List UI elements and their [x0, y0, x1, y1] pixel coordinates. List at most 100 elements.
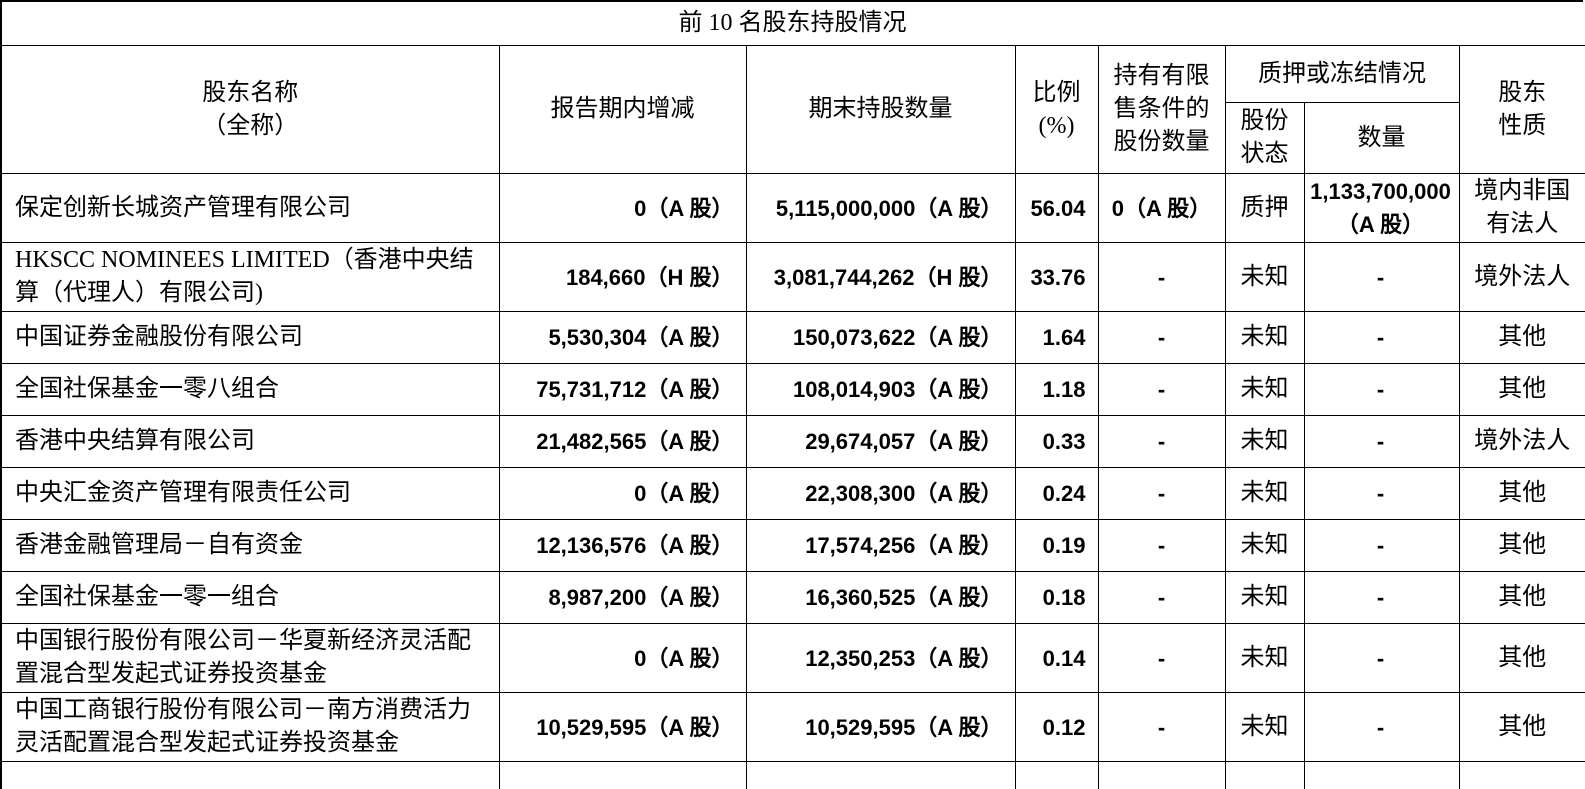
cell-change: 0（A 股） [498, 173, 747, 243]
header-shareholder-name: 股东名称 （全称） [0, 45, 500, 174]
cell-nature: 其他 [1458, 311, 1585, 364]
cell-pledge-qty: - [1303, 415, 1460, 468]
cell-restricted: - [1097, 571, 1226, 624]
cell-empty [1303, 761, 1460, 789]
table-row: HKSCC NOMINEES LIMITED（香港中央结算（代理人）有限公司) 1… [0, 242, 1585, 312]
cell-status: 未知 [1224, 519, 1305, 572]
cell-status: 未知 [1224, 692, 1305, 762]
cell-pledge-qty: - [1303, 623, 1460, 693]
cell-name: 中国银行股份有限公司－华夏新经济灵活配置混合型发起式证券投资基金 [0, 623, 500, 693]
header-line: (%) [1038, 112, 1075, 139]
cell-change: 8,987,200（A 股） [498, 571, 747, 624]
cell-restricted: - [1097, 467, 1226, 520]
cell-end-shares: 10,529,595（A 股） [745, 692, 1016, 762]
cell-ratio: 0.33 [1014, 415, 1099, 468]
cell-change: 184,660（H 股） [498, 242, 747, 312]
table-row: 中国银行股份有限公司－华夏新经济灵活配置混合型发起式证券投资基金 0（A 股） 12… [0, 623, 1585, 693]
cell-name: 中央汇金资产管理有限责任公司 [0, 467, 500, 520]
cell-pledge-qty: - [1303, 571, 1460, 624]
header-pledge-quantity: 数量 [1303, 102, 1460, 174]
cell-name: 全国社保基金一零一组合 [0, 571, 500, 624]
table-row: 香港金融管理局－自有资金 12,136,576（A 股） 17,574,256（A … [0, 519, 1585, 572]
cell-ratio: 33.76 [1014, 242, 1099, 312]
cell-change: 0（A 股） [498, 623, 747, 693]
cell-nature: 境外法人 [1458, 415, 1585, 468]
table-row: 中央汇金资产管理有限责任公司 0（A 股） 22,308,300（A 股） 0.24-… [0, 467, 1585, 520]
cell-ratio: 0.24 [1014, 467, 1099, 520]
cell-restricted: - [1097, 242, 1226, 312]
header-end-shares: 期末持股数量 [745, 45, 1016, 174]
header-pledge-freeze-group: 质押或冻结情况 [1224, 45, 1460, 103]
header-line: 性质 [1498, 112, 1547, 139]
header-shareholder-nature: 股东 性质 [1458, 45, 1585, 174]
cell-restricted: 0（A 股） [1097, 173, 1226, 243]
cell-pledge-qty: - [1303, 692, 1460, 762]
table-row: 全国社保基金一零一组合 8,987,200（A 股） 16,360,525（A 股）… [0, 571, 1585, 624]
cell-pledge-qty: - [1303, 242, 1460, 312]
cell-change: 12,136,576（A 股） [498, 519, 747, 572]
cell-restricted: - [1097, 519, 1226, 572]
cell-change: 21,482,565（A 股） [498, 415, 747, 468]
cell-end-shares: 17,574,256（A 股） [745, 519, 1016, 572]
cell-restricted: - [1097, 692, 1226, 762]
cell-nature: 其他 [1458, 571, 1585, 624]
header-line: 股份数量 [1113, 129, 1210, 155]
cell-ratio: 0.14 [1014, 623, 1099, 693]
cell-ratio: 1.18 [1014, 363, 1099, 416]
cell-status: 未知 [1224, 363, 1305, 416]
header-line: 股份 [1240, 108, 1289, 134]
cell-name: 香港中央结算有限公司 [0, 415, 500, 468]
cell-empty [1014, 761, 1099, 789]
header-line: 比例 [1032, 79, 1081, 106]
cell-pledge-qty: - [1303, 311, 1460, 364]
cell-end-shares: 150,073,622（A 股） [745, 311, 1016, 364]
cell-name: HKSCC NOMINEES LIMITED（香港中央结算（代理人）有限公司) [0, 242, 500, 312]
cell-ratio: 56.04 [1014, 173, 1099, 243]
cell-change: 5,530,304（A 股） [498, 311, 747, 364]
header-line: （全称） [202, 112, 299, 139]
cell-nature: 其他 [1458, 467, 1585, 520]
cell-end-shares: 108,014,903（A 股） [745, 363, 1016, 416]
cell-name: 保定创新长城资产管理有限公司 [0, 173, 500, 243]
cell-ratio: 0.12 [1014, 692, 1099, 762]
cell-status: 未知 [1224, 415, 1305, 468]
cell-name: 中国工商银行股份有限公司－南方消费活力灵活配置混合型发起式证券投资基金 [0, 692, 500, 762]
cell-status: 未知 [1224, 571, 1305, 624]
table-row: 中国证券金融股份有限公司 5,530,304（A 股） 150,073,622（A … [0, 311, 1585, 364]
cell-ratio: 0.19 [1014, 519, 1099, 572]
table-row: 全国社保基金一零八组合 75,731,712（A 股） 108,014,903（A … [0, 363, 1585, 416]
cell-ratio: 0.18 [1014, 571, 1099, 624]
cell-empty [745, 761, 1016, 789]
header-share-status: 股份 状态 [1224, 102, 1305, 174]
cell-pledge-qty: - [1303, 519, 1460, 572]
cell-empty [498, 761, 747, 789]
cell-end-shares: 5,115,000,000（A 股） [745, 173, 1016, 243]
table-row-partial [0, 761, 1585, 789]
cell-end-shares: 12,350,253（A 股） [745, 623, 1016, 693]
cell-pledge-qty: - [1303, 467, 1460, 520]
cell-change: 10,529,595（A 股） [498, 692, 747, 762]
cell-restricted: - [1097, 311, 1226, 364]
cell-pledge-qty: 1,133,700,000 （A 股） [1303, 173, 1460, 243]
cell-nature: 其他 [1458, 519, 1585, 572]
cell-name: 香港金融管理局－自有资金 [0, 519, 500, 572]
table-row: 保定创新长城资产管理有限公司 0（A 股） 5,115,000,000（A 股） 56… [0, 173, 1585, 243]
header-restricted-shares: 持有有限 售条件的 股份数量 [1097, 45, 1226, 174]
table-title: 前 10 名股东持股情况 [0, 0, 1583, 45]
cell-empty [1097, 761, 1226, 789]
cell-nature: 其他 [1458, 623, 1585, 693]
header-line: 股东 [1498, 79, 1547, 106]
header-line: 售条件的 [1113, 96, 1210, 122]
cell-ratio: 1.64 [1014, 311, 1099, 364]
header-change-in-period: 报告期内增减 [498, 45, 747, 174]
header-ratio-percent: 比例 (%) [1014, 45, 1099, 174]
cell-nature: 境内非国有法人 [1458, 173, 1585, 243]
cell-end-shares: 3,081,744,262（H 股） [745, 242, 1016, 312]
cell-empty [0, 761, 500, 789]
cell-empty [1458, 761, 1585, 789]
header-line: 状态 [1240, 141, 1289, 167]
cell-restricted: - [1097, 415, 1226, 468]
cell-end-shares: 29,674,057（A 股） [745, 415, 1016, 468]
cell-empty [1224, 761, 1305, 789]
